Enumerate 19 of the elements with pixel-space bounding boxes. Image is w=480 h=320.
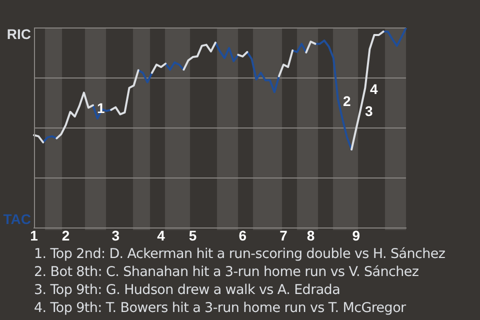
x-tick-label: 9 — [352, 227, 360, 244]
text: 3. Top 9th: G. Hudson drew a walk vs A. Edrada — [34, 281, 342, 299]
text: TAC — [3, 211, 31, 227]
text: 4. Top 9th: T. Bowers hit a 3-run home run vs T. McGregor — [34, 299, 407, 317]
x-tick-label: 8 — [306, 227, 315, 244]
text: RIC — [6, 26, 31, 42]
x-tick-label: 6 — [238, 227, 247, 244]
x-tick-label: 2 — [62, 227, 70, 244]
annotation: 4 — [370, 81, 378, 97]
x-tick-label: 3 — [112, 227, 120, 244]
x-tick-label: 7 — [280, 227, 288, 244]
x-tick-label: 5 — [188, 227, 197, 244]
annotation: 3 — [365, 103, 373, 119]
text: 1. Top 2nd: D. Ackerman hit a run-scoring double vs H. Sánchez — [34, 245, 446, 263]
x-tick-label: 4 — [157, 227, 166, 244]
annotation: 1 — [97, 100, 105, 116]
x-tick-label: 1 — [30, 227, 38, 244]
annotation: 2 — [343, 93, 351, 109]
text: 2. Bot 8th: C. Shanahan hit a 3-run home run vs V. Sánchez — [34, 263, 420, 281]
